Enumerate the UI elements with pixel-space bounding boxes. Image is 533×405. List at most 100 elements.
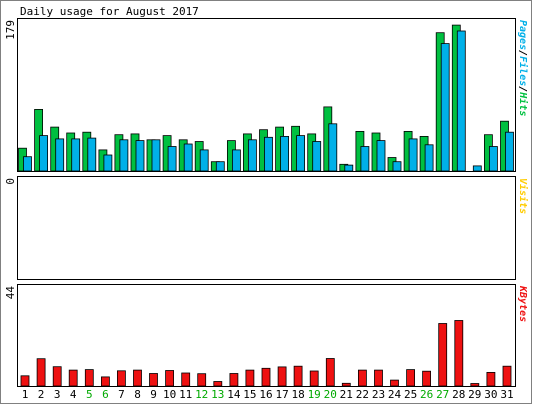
bar-files-day-6: [103, 154, 113, 172]
x-tick-label: 8: [134, 388, 141, 401]
bar-files-day-28: [456, 30, 466, 172]
bar-files-day-14: [231, 149, 241, 172]
bar-files-day-9: [151, 139, 161, 172]
panel-legend: KBytes: [517, 285, 528, 322]
x-tick-label: 12: [195, 388, 208, 401]
panel-legend: Visits: [517, 178, 529, 214]
x-tick-label: 17: [275, 388, 288, 401]
panel-max-label: 44: [4, 286, 17, 300]
x-tick-label: 10: [163, 388, 176, 401]
bar-files-day-2: [39, 135, 48, 172]
bar-kbytes-day-9: [149, 373, 158, 387]
x-axis-day-labels: 1 2 3 4 5 6 7 8 9 10 11 12 13 14 15 16 17 18 19 20 21 22 23 24 2…: [22, 388, 514, 401]
x-tick-label: 18: [291, 388, 304, 401]
x-tick-label: 11: [179, 388, 192, 401]
bar-kbytes-day-8: [133, 369, 142, 387]
x-tick-label: 1: [22, 388, 29, 401]
x-tick-label: 25: [404, 388, 417, 401]
panel-max-label: 0: [4, 178, 17, 185]
bar-files-day-17: [280, 135, 290, 172]
bar-kbytes-day-19: [309, 370, 319, 387]
bar-kbytes-day-7: [117, 370, 126, 387]
series-kbytes: [20, 320, 512, 387]
series-hits: [18, 24, 509, 172]
bar-files-day-1: [23, 156, 32, 172]
bar-kbytes-day-1: [20, 375, 30, 387]
bar-files-day-29: [472, 165, 482, 172]
bar-files-day-27: [440, 43, 450, 172]
x-tick-label: 31: [500, 388, 513, 401]
bar-kbytes-day-14: [229, 373, 239, 387]
bar-kbytes-day-22: [357, 369, 367, 387]
chart-title: Daily usage for August 2017: [20, 5, 199, 18]
x-tick-label: 9: [150, 388, 157, 401]
bar-kbytes-day-17: [277, 366, 287, 387]
bar-files-day-3: [55, 138, 65, 172]
x-tick-label: 5: [86, 388, 93, 401]
x-tick-label: 24: [388, 388, 402, 401]
bar-kbytes-day-26: [422, 370, 432, 387]
bar-files-day-23: [376, 140, 386, 172]
x-tick-label: 16: [259, 388, 272, 401]
legend-entry: /: [517, 86, 528, 92]
bar-kbytes-day-20: [325, 358, 335, 387]
bar-kbytes-day-11: [181, 372, 191, 387]
legend-entry: Files: [517, 56, 529, 86]
legend-entry: Hits: [517, 91, 529, 116]
x-tick-label: 30: [484, 388, 497, 401]
bar-files-day-26: [424, 144, 434, 172]
x-tick-label: 27: [436, 388, 449, 401]
x-tick-label: 21: [340, 388, 353, 401]
bar-kbytes-day-24: [390, 379, 399, 387]
bar-kbytes-day-21: [341, 382, 351, 387]
x-tick-label: 26: [420, 388, 433, 401]
bar-files-day-31: [505, 131, 514, 172]
bar-files-day-15: [247, 139, 257, 172]
legend-entry: Pages: [517, 20, 528, 50]
bar-kbytes-day-23: [374, 369, 383, 387]
bar-kbytes-day-10: [165, 370, 175, 387]
x-tick-label: 13: [211, 388, 224, 401]
bar-files-day-12: [199, 149, 209, 172]
panel-frame: [17, 176, 516, 280]
bar-files-day-20: [328, 123, 338, 172]
bar-files-day-4: [71, 138, 81, 172]
panel-kbytes: 44 KBytes: [4, 284, 528, 387]
bar-kbytes-day-15: [245, 369, 255, 387]
bar-files-day-25: [408, 138, 418, 172]
bar-files-day-16: [264, 136, 273, 172]
bar-kbytes-day-13: [213, 381, 223, 387]
x-tick-label: 19: [308, 388, 321, 401]
x-tick-label: 23: [372, 388, 385, 401]
bar-kbytes-day-31: [502, 365, 512, 387]
series-files: [23, 30, 514, 172]
panel-legend: Pages/Files/Hits: [517, 20, 529, 116]
bar-files-day-24: [392, 161, 402, 172]
bar-kbytes-day-6: [101, 376, 110, 387]
bar-kbytes-day-16: [261, 367, 271, 387]
x-tick-label: 22: [356, 388, 369, 401]
bar-kbytes-day-18: [293, 365, 303, 387]
bar-kbytes-day-25: [406, 369, 416, 387]
bar-files-day-30: [488, 146, 498, 172]
bar-files-day-19: [312, 141, 322, 172]
bar-files-day-18: [296, 135, 306, 172]
x-tick-label: 3: [54, 388, 61, 401]
bar-kbytes-day-28: [454, 320, 464, 387]
bar-kbytes-day-3: [52, 366, 62, 387]
bar-files-day-22: [360, 146, 370, 172]
bar-files-day-13: [215, 161, 225, 172]
x-tick-label: 4: [70, 388, 77, 401]
panel-visits: 0 Visits: [4, 176, 529, 280]
panel-hits-files: 179 Pages/Files/Hits: [4, 18, 529, 172]
legend-entry: Visits: [517, 178, 529, 214]
bar-kbytes-day-5: [84, 369, 94, 387]
bar-kbytes-day-2: [36, 358, 46, 387]
bar-kbytes-day-30: [486, 371, 496, 387]
bar-kbytes-day-12: [197, 373, 207, 387]
x-tick-label: 14: [227, 388, 241, 401]
bar-files-day-5: [87, 137, 97, 172]
